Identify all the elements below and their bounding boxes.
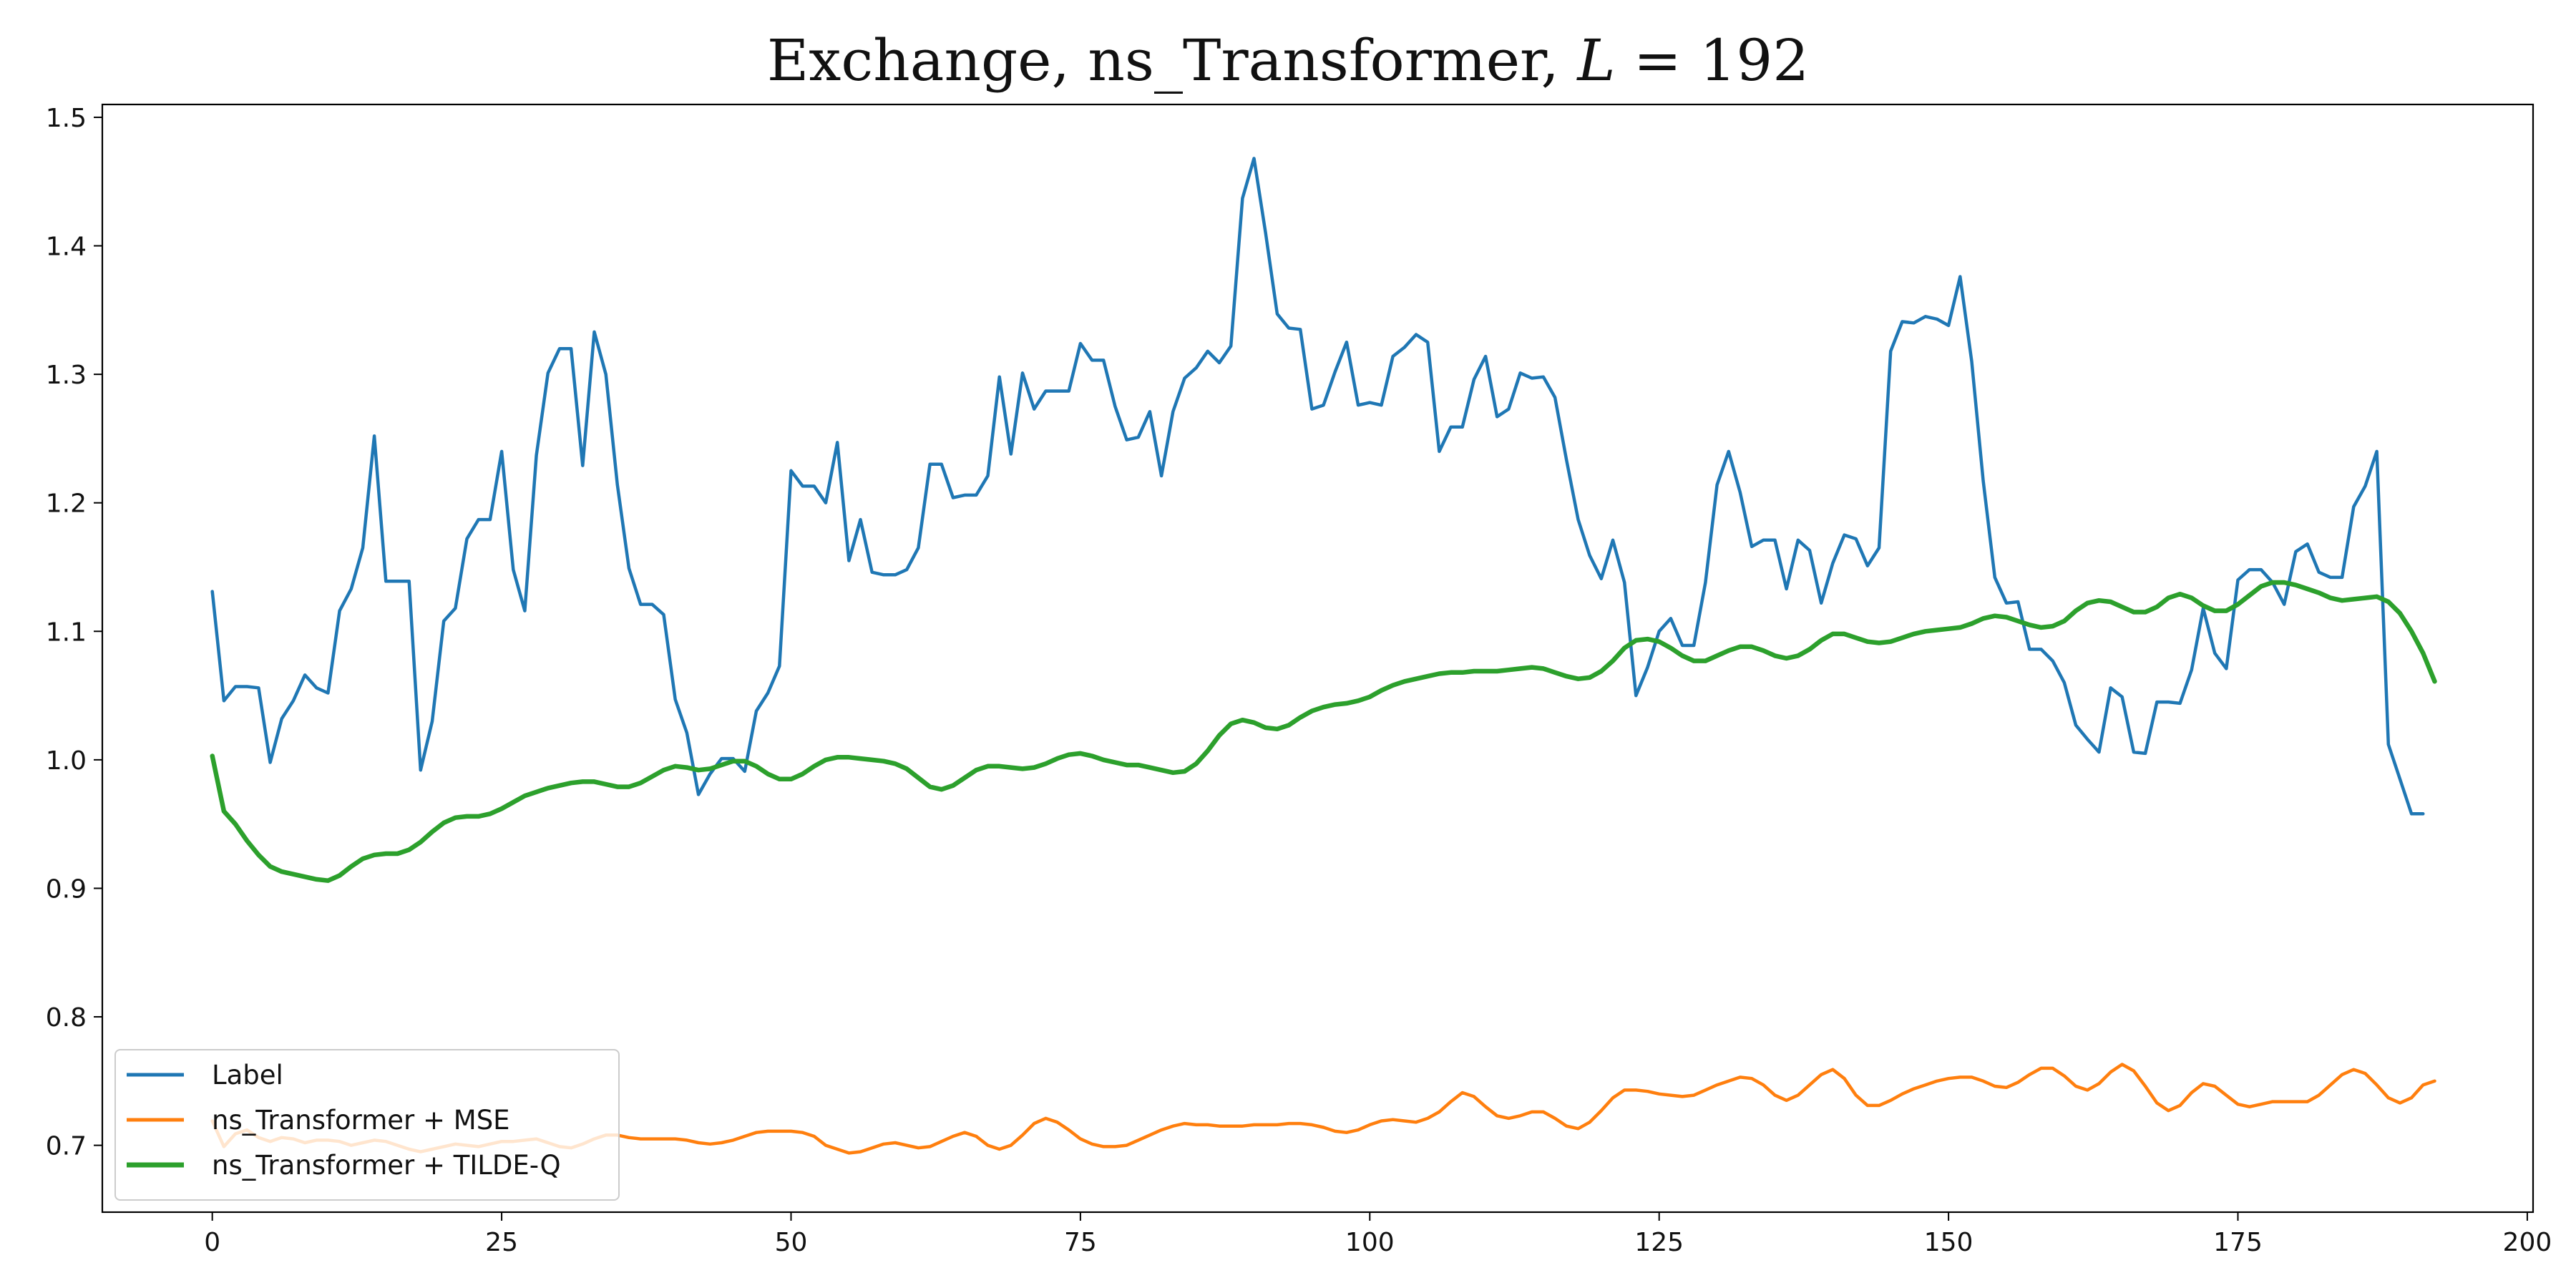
y-tick-label: 0.9: [46, 874, 87, 904]
y-tick-label: 1.5: [46, 104, 87, 133]
legend-label-mse: ns_Transformer + MSE: [212, 1105, 510, 1136]
chart-title: Exchange, ns_Transformer, L = 192: [0, 27, 2576, 94]
x-tick-label: 75: [1064, 1228, 1097, 1257]
y-tick-label: 1.3: [46, 361, 87, 390]
x-axis: 0 25 50 75 100 125 150 175 200: [204, 1212, 2552, 1257]
y-tick-label: 1.4: [46, 233, 87, 262]
chart-title-suffix: = 192: [1615, 27, 1810, 94]
y-tick-label: 1.1: [46, 618, 87, 647]
chart-title-prefix: Exchange, ns_Transformer,: [766, 27, 1578, 94]
legend-box: [114, 1049, 620, 1201]
legend-label-tilde-q: ns_Transformer + TILDE-Q: [212, 1150, 561, 1181]
y-tick-label: 0.8: [46, 1003, 87, 1033]
y-tick-label: 1.0: [46, 746, 87, 776]
x-tick-label: 125: [1634, 1228, 1684, 1257]
series-layer: [210, 157, 2437, 1155]
x-tick-label: 175: [2213, 1228, 2263, 1257]
x-tick-label: 25: [485, 1228, 518, 1257]
x-tick-label: 200: [2503, 1228, 2552, 1257]
x-tick-label: 100: [1345, 1228, 1395, 1257]
x-tick-label: 150: [1924, 1228, 1974, 1257]
y-axis: 0.7 0.8 0.9 1.0 1.1 1.2 1.3 1.4 1.5: [46, 104, 102, 1161]
x-tick-label: 50: [775, 1228, 808, 1257]
series-line-label: [210, 157, 2425, 816]
y-tick-label: 0.7: [46, 1132, 87, 1161]
y-tick-label: 1.2: [46, 489, 87, 519]
chart-title-variable: L: [1577, 27, 1616, 94]
axes-frame: [101, 103, 2534, 1214]
legend-label-label: Label: [212, 1060, 283, 1091]
series-line-tilde-q: [210, 580, 2437, 883]
x-tick-label: 0: [204, 1228, 220, 1257]
legend: Label ns_Transformer + MSE ns_Transforme…: [114, 1049, 620, 1201]
